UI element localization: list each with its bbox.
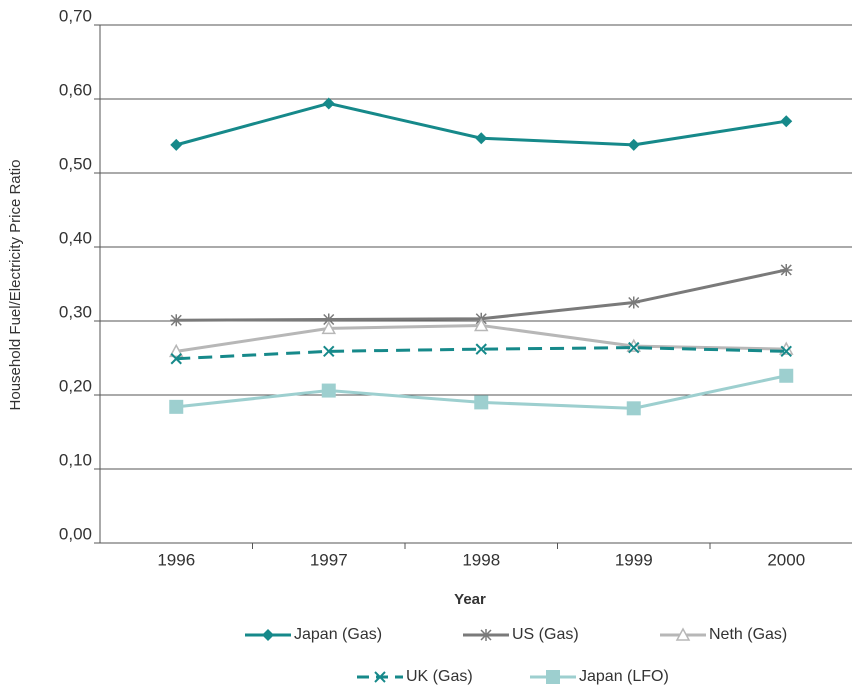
- marker: [475, 132, 488, 145]
- legend-item: UK (Gas): [357, 668, 473, 685]
- y-tick-label: 0,70: [59, 6, 92, 25]
- x-axis-title: Year: [454, 591, 486, 608]
- marker: [628, 341, 640, 354]
- y-tick-label: 0,10: [59, 450, 92, 469]
- legend-label: Japan (LFO): [579, 668, 669, 685]
- y-tick-label: 0,40: [59, 228, 92, 247]
- x-tick-label: 1997: [310, 550, 348, 569]
- marker: [170, 353, 182, 365]
- marker: [168, 343, 184, 358]
- marker: [627, 296, 640, 309]
- legend-label: US (Gas): [512, 626, 579, 643]
- marker: [322, 97, 335, 110]
- marker: [374, 671, 386, 683]
- x-tick-label: 1999: [615, 550, 653, 569]
- x-tick-label: 1996: [157, 550, 195, 569]
- marker: [169, 399, 184, 414]
- marker: [779, 368, 794, 383]
- x-tick-label: 2000: [767, 550, 805, 569]
- marker: [780, 345, 792, 358]
- marker: [473, 317, 489, 332]
- y-tick-label: 0,00: [59, 524, 92, 543]
- legend-item: Japan (Gas): [245, 626, 382, 643]
- legend-label: Japan (Gas): [294, 626, 382, 643]
- marker: [780, 263, 793, 276]
- series-line: [176, 346, 787, 361]
- marker: [170, 314, 183, 327]
- marker: [480, 629, 492, 641]
- marker: [546, 670, 560, 684]
- marker: [323, 345, 335, 358]
- marker: [170, 138, 183, 151]
- marker: [780, 115, 793, 128]
- legend-item: US (Gas): [463, 626, 579, 643]
- legend-label: Neth (Gas): [709, 626, 787, 643]
- marker: [262, 629, 274, 641]
- legend-item: Japan (LFO): [530, 668, 669, 685]
- y-tick-label: 0,60: [59, 80, 92, 99]
- y-tick-label: 0,20: [59, 376, 92, 395]
- marker: [675, 627, 691, 641]
- marker: [475, 343, 487, 355]
- marker: [321, 383, 336, 398]
- marker: [321, 320, 337, 335]
- marker: [474, 395, 489, 410]
- marker: [626, 401, 641, 416]
- marker: [322, 313, 335, 326]
- y-axis-title: Household Fuel/Electricity Price Ratio: [7, 160, 24, 411]
- legend-label: UK (Gas): [406, 668, 473, 685]
- y-tick-label: 0,30: [59, 302, 92, 321]
- x-tick-label: 1998: [462, 550, 500, 569]
- legend-item: Neth (Gas): [660, 626, 787, 643]
- y-tick-label: 0,50: [59, 154, 92, 173]
- marker: [627, 138, 640, 151]
- series-line: [176, 268, 787, 322]
